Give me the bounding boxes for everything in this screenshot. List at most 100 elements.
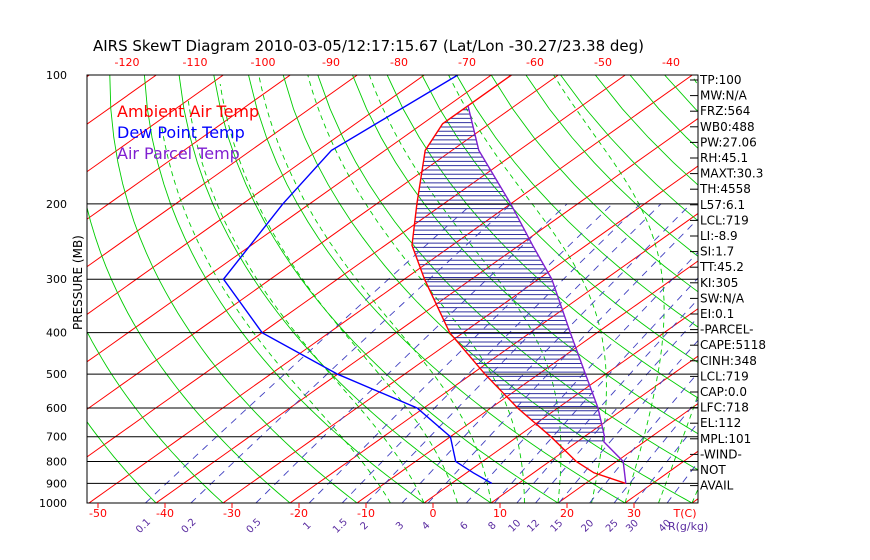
chart-title: AIRS SkewT Diagram 2010-03-05/12:17:15.6… xyxy=(93,37,644,55)
top-tick-label: -60 xyxy=(526,56,544,69)
legend: Ambient Air Temp Dew Point Temp Air Parc… xyxy=(117,102,259,163)
index-label: LCL:719 xyxy=(700,369,749,383)
isotherm-line xyxy=(759,75,870,503)
moist-adiabat-line xyxy=(219,84,458,503)
mixing-ratio-line xyxy=(465,251,698,503)
mixing-ratio-tick-label: 0.5 xyxy=(245,517,264,536)
mixing-ratio-tick-label: 1 xyxy=(301,520,313,532)
mixing-ratio-tick-label: 8 xyxy=(487,520,499,532)
mixing-ratio-tick-label: 4 xyxy=(420,520,432,532)
mixing-ratio-tick-label: 25 xyxy=(604,518,621,535)
legend-dew-point-temp: Dew Point Temp xyxy=(117,123,245,142)
top-tick-label: -80 xyxy=(390,56,408,69)
profile-series xyxy=(222,75,627,485)
mixing-ratio-tick-label: 15 xyxy=(549,518,566,535)
index-label: AVAIL xyxy=(700,479,734,493)
index-label: RH:45.1 xyxy=(700,151,748,165)
dry-adiabat-line xyxy=(386,75,698,399)
bottom-axis-unit: T(C) xyxy=(673,507,697,520)
isotherm-line xyxy=(155,117,698,503)
moist-adiabat-line xyxy=(448,75,607,503)
index-label: MAXT:30.3 xyxy=(700,167,763,181)
isotherm-line xyxy=(490,355,698,503)
pressure-axis-label: PRESSURE (MB) xyxy=(71,235,85,330)
pressure-tick-label: 400 xyxy=(46,327,67,340)
pressure-tick-label: 600 xyxy=(46,402,67,415)
index-label: NOT xyxy=(700,463,726,477)
mixing-ratio-tick-label: 0.2 xyxy=(180,517,199,536)
bottom-tick-label: 0 xyxy=(430,507,437,520)
mixing-ratio-tick-label: 1.5 xyxy=(331,517,350,536)
mixing-ratio-tick-label: 3 xyxy=(394,520,406,532)
isotherm-line xyxy=(87,75,492,363)
dry-adiabat-line xyxy=(282,75,693,503)
dry-adiabat-line xyxy=(490,75,698,293)
isotherm-line xyxy=(0,75,22,503)
index-label: SW:N/A xyxy=(700,291,745,305)
pressure-tick-label: 700 xyxy=(46,431,67,444)
mixing-ratio-line xyxy=(308,203,613,503)
mixing-ratio-tick-label: 6 xyxy=(458,520,470,532)
mixing-ratio-unit: R(g/kg) xyxy=(668,520,708,533)
dry-adiabat-line xyxy=(143,75,425,503)
bottom-tick-label: -10 xyxy=(357,507,375,520)
index-label: -PARCEL- xyxy=(700,323,754,337)
moist-adiabat-line xyxy=(553,75,665,503)
moist-adiabat-line xyxy=(160,123,391,503)
cape-hatching xyxy=(412,109,605,442)
moist-adiabat-line xyxy=(368,75,562,503)
dry-adiabat-line xyxy=(769,75,870,503)
mixing-ratio-tick-label: 2 xyxy=(359,520,371,532)
top-tick-label: -90 xyxy=(322,56,340,69)
dry-adiabat-line xyxy=(248,75,626,503)
dry-adiabat-line xyxy=(525,75,698,257)
index-label: KI:305 xyxy=(700,276,738,290)
index-label: EL:112 xyxy=(700,416,741,430)
pressure-tick-label: 200 xyxy=(46,198,67,211)
index-label: WB0:488 xyxy=(700,120,755,134)
dry-adiabat-line xyxy=(178,75,492,503)
plot-frame xyxy=(86,74,699,504)
index-label: MPL:101 xyxy=(700,432,751,446)
index-label: LI:-8.9 xyxy=(700,229,738,243)
isotherm-line xyxy=(289,212,698,503)
mixing-ratio-tick-label: 20 xyxy=(579,518,596,535)
pressure-tick-label: 800 xyxy=(46,456,67,469)
mixing-ratio-tick-label: 12 xyxy=(525,518,542,535)
index-label: CAPE:5118 xyxy=(700,338,766,352)
bottom-tick-label: 30 xyxy=(627,507,641,520)
isotherm-line xyxy=(624,450,698,503)
dry-adiabat-line xyxy=(317,75,698,471)
index-label: -WIND- xyxy=(700,447,742,461)
top-tick-label: -120 xyxy=(115,56,140,69)
legend-air-parcel-temp: Air Parcel Temp xyxy=(117,144,240,163)
index-label: EI:0.1 xyxy=(700,307,734,321)
isobars xyxy=(87,75,698,503)
pressure-tick-label: 500 xyxy=(46,368,67,381)
index-label: TP:100 xyxy=(699,73,742,87)
dry-adiabat-line xyxy=(87,205,291,503)
isotherm-line xyxy=(87,75,559,410)
mixing-ratio-tick-label: 10 xyxy=(507,518,524,535)
mixing-ratio-axis: 0.1 0.2 0.5 1 1.5 2 3 4 6 8 10 12 15 20 25 30 40R(g/kg) xyxy=(134,517,708,536)
mixing-ratio-line xyxy=(494,277,698,503)
bottom-tick-label: -30 xyxy=(223,507,241,520)
dry-adiabat-line xyxy=(87,330,224,503)
index-label: TT:45.2 xyxy=(699,260,744,274)
pressure-tick-label: 1000 xyxy=(39,497,67,510)
bottom-tick-label: -40 xyxy=(156,507,174,520)
index-label: MW:N/A xyxy=(700,89,748,103)
pressure-tick-label: 300 xyxy=(46,273,67,286)
isotherm-line xyxy=(88,75,693,503)
dry-adiabat-line xyxy=(109,75,358,503)
top-tick-label: -110 xyxy=(183,56,208,69)
pressure-tick-label: 900 xyxy=(46,477,67,490)
top-tick-label: -70 xyxy=(458,56,476,69)
isotherm-line xyxy=(557,403,698,503)
index-label: SI:1.7 xyxy=(700,245,734,259)
top-tick-label: -40 xyxy=(662,56,680,69)
pressure-tick-label: 100 xyxy=(46,69,67,82)
index-label: L57:6.1 xyxy=(700,198,745,212)
top-tick-label: -100 xyxy=(251,56,276,69)
